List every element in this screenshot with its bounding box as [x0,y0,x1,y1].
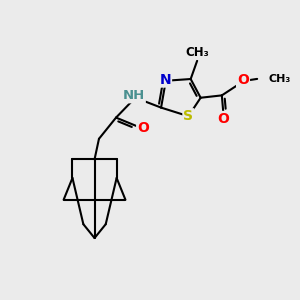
Text: CH₃: CH₃ [185,46,209,59]
Text: S: S [183,109,194,123]
Text: O: O [218,112,229,126]
Text: CH₃: CH₃ [268,74,291,84]
Text: O: O [237,73,249,87]
Text: O: O [137,121,149,135]
Text: N: N [159,73,171,87]
Text: NH: NH [123,89,145,102]
